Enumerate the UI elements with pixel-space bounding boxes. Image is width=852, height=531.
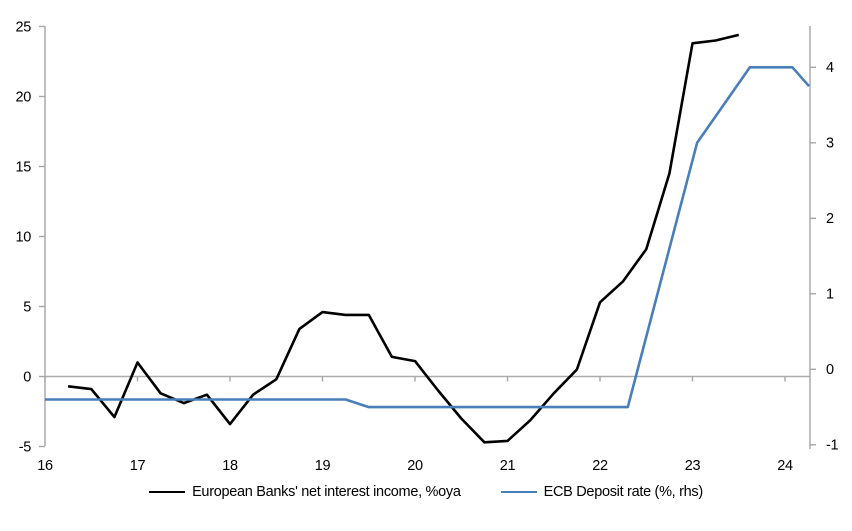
series-line-ecb-deposit-rate [45,66,811,409]
y-axis-right-tick-label: -1 [826,438,839,454]
y-axis-right-tick-label: 3 [826,136,834,152]
series-line-net-interest-income [67,33,740,444]
black-line-swatch [149,491,186,493]
legend-item-ecb-deposit-rate: ECB Deposit rate (%, rhs) [500,484,704,500]
x-axis-tick-label: 19 [315,458,331,474]
series-lines [45,33,811,444]
x-axis-tick-label: 21 [500,458,516,474]
x-axis-tick-label: 23 [685,458,701,474]
x-axis: 16 17 18 19 20 21 22 23 24 [37,376,793,474]
y-axis-right-tick-label: 4 [826,60,834,76]
y-axis-left-tick-label: 10 [15,229,31,245]
y-axis-left-tick-label: 25 [15,19,31,35]
y-axis-left-tick-label: 5 [23,299,31,315]
blue-line-swatch [500,491,537,493]
legend-label: ECB Deposit rate (%, rhs) [543,484,704,500]
y-axis-right-tick-label: 0 [826,362,834,378]
y-axis-left-tick-label: 20 [15,89,31,105]
y-axis-left-tick-label: 0 [23,369,31,385]
x-axis-tick-label: 18 [222,458,238,474]
y-axis-left-tick-label: 15 [15,159,31,175]
legend-item-net-interest-income: European Banks' net interest income, %oy… [149,484,461,500]
y-axis-left: -5 0 5 10 15 20 25 [15,19,46,455]
y-axis-left-tick-label: -5 [19,439,32,455]
x-axis-tick-label: 24 [777,458,793,474]
legend: European Banks' net interest income, %oy… [0,484,852,500]
x-axis-tick-label: 20 [407,458,423,474]
y-axis-right-tick-label: 2 [826,211,834,227]
x-axis-tick-label: 16 [37,458,53,474]
x-axis-tick-label: 17 [130,458,146,474]
y-axis-right: -1 0 1 2 3 4 [809,26,839,454]
y-axis-right-tick-label: 1 [826,287,834,303]
x-axis-tick-label: 22 [592,458,608,474]
legend-label: European Banks' net interest income, %oy… [192,484,461,500]
